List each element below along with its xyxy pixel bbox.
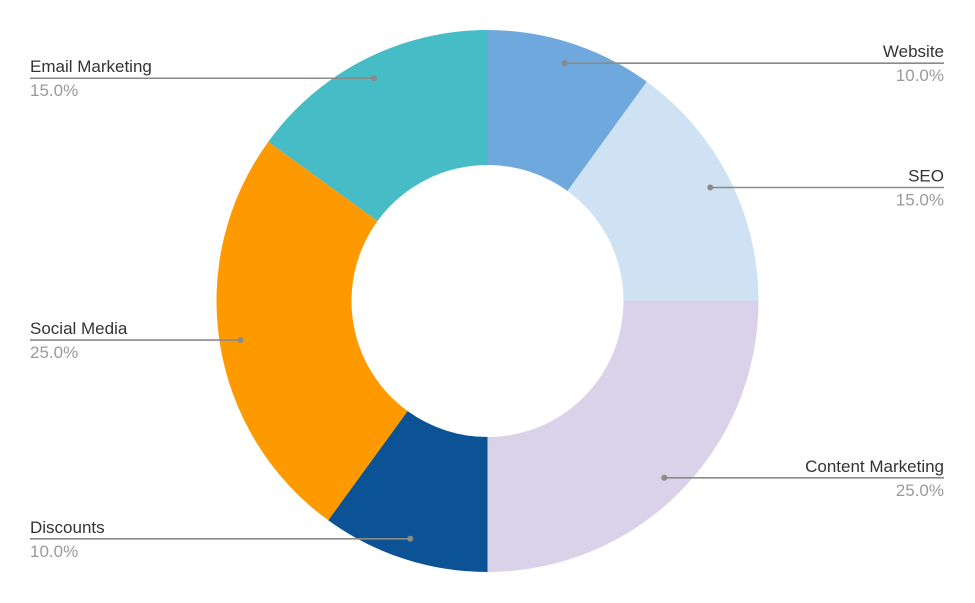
slice-seo[interactable] bbox=[567, 81, 759, 301]
slice-label-social-media: Social Media bbox=[30, 319, 128, 338]
slice-social-media[interactable] bbox=[216, 141, 408, 521]
slice-content-marketing[interactable] bbox=[487, 301, 759, 572]
slices-layer bbox=[216, 30, 759, 572]
slice-discounts[interactable] bbox=[328, 411, 488, 572]
slice-percent-seo: 15.0% bbox=[896, 191, 944, 210]
slice-email-marketing[interactable] bbox=[268, 30, 488, 222]
slice-website[interactable] bbox=[487, 30, 647, 191]
leader-dot-website bbox=[561, 60, 568, 67]
slice-percent-discounts: 10.0% bbox=[30, 542, 78, 561]
leader-dot-discounts bbox=[407, 535, 414, 542]
labels-layer: Website 10.0% SEO 15.0% Content Marketing 25.… bbox=[30, 42, 944, 561]
slice-label-discounts: Discounts bbox=[30, 518, 105, 537]
slice-percent-content-marketing: 25.0% bbox=[896, 481, 944, 500]
slice-percent-email-marketing: 15.0% bbox=[30, 81, 78, 100]
leader-dot-seo bbox=[707, 184, 714, 191]
slice-percent-social-media: 25.0% bbox=[30, 343, 78, 362]
leaders-layer bbox=[30, 60, 944, 542]
slice-label-seo: SEO bbox=[908, 167, 944, 186]
slice-percent-website: 10.0% bbox=[896, 66, 944, 85]
slice-label-website: Website bbox=[883, 42, 944, 61]
slice-label-content-marketing: Content Marketing bbox=[805, 457, 944, 476]
slice-label-email-marketing: Email Marketing bbox=[30, 57, 152, 76]
leader-dot-email-marketing bbox=[371, 75, 378, 82]
leader-dot-content-marketing bbox=[661, 474, 668, 481]
leader-dot-social-media bbox=[237, 337, 244, 344]
